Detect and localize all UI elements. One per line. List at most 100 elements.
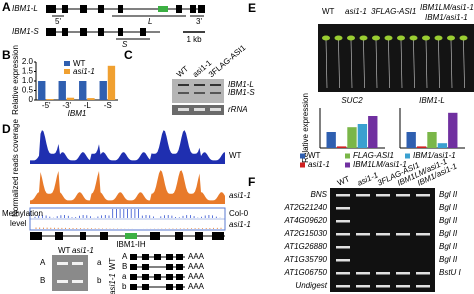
panel-label: A bbox=[2, 0, 11, 14]
x-tick-label: -S bbox=[104, 101, 112, 110]
band bbox=[336, 220, 350, 223]
root bbox=[363, 39, 365, 89]
root bbox=[388, 39, 390, 89]
root bbox=[338, 39, 340, 89]
band bbox=[376, 285, 390, 288]
band bbox=[376, 272, 390, 275]
band bbox=[194, 108, 205, 111]
polya-label: AAA bbox=[188, 262, 205, 271]
band-label: IBM1-S bbox=[228, 88, 255, 97]
band bbox=[194, 84, 205, 86]
panel-label: E bbox=[248, 1, 256, 15]
y-axis-label: Relative expression bbox=[11, 45, 20, 115]
root bbox=[325, 39, 328, 89]
band-label: a bbox=[97, 258, 102, 267]
band bbox=[210, 108, 221, 111]
exon bbox=[212, 232, 224, 240]
legend-swatch bbox=[64, 61, 70, 66]
band bbox=[178, 84, 189, 86]
enzyme-label: BstU I bbox=[439, 268, 462, 277]
enzyme-label: Bgl II bbox=[439, 255, 458, 264]
exon bbox=[100, 232, 108, 240]
gene-name: IBM1-S bbox=[12, 27, 39, 36]
track-label: asi1-1 bbox=[229, 191, 251, 200]
methylation-label: Methylation bbox=[2, 209, 43, 218]
exon bbox=[150, 232, 160, 240]
gene-label: AT1G06750 bbox=[283, 268, 327, 277]
y-tick-label: 2.0 bbox=[22, 57, 34, 66]
primer-label: 3' bbox=[196, 17, 202, 26]
exon bbox=[80, 232, 86, 240]
exon bbox=[166, 264, 173, 270]
exon bbox=[176, 274, 183, 280]
seedling bbox=[409, 35, 418, 41]
band-label: A bbox=[40, 258, 46, 267]
gene-label: AT1G26880 bbox=[283, 242, 327, 251]
track-label: WT bbox=[229, 151, 242, 160]
legend-label: IBM1/asi1-1 bbox=[413, 151, 456, 160]
genotype-label: asi1-1 bbox=[108, 273, 117, 294]
plant-label: asi1-1 bbox=[345, 7, 367, 16]
panel-label: C bbox=[124, 48, 133, 62]
root bbox=[463, 39, 465, 89]
seedling bbox=[322, 35, 330, 41]
enzyme-label: Bgl II bbox=[439, 203, 458, 212]
band bbox=[356, 194, 370, 197]
exon bbox=[166, 284, 173, 290]
seedling bbox=[447, 35, 455, 41]
exon bbox=[30, 232, 42, 240]
genotype-label: WT bbox=[108, 258, 117, 271]
bar bbox=[336, 146, 347, 148]
gene-label: AT2G21240 bbox=[283, 203, 327, 212]
band-label: b bbox=[97, 276, 102, 285]
plant-label: WT bbox=[322, 7, 335, 16]
exon bbox=[130, 264, 137, 270]
bar bbox=[437, 143, 448, 148]
band bbox=[210, 84, 221, 86]
band bbox=[336, 233, 350, 236]
band bbox=[336, 259, 350, 262]
gel bbox=[330, 188, 435, 292]
scale-label: 1 kb bbox=[186, 35, 202, 44]
bar bbox=[107, 65, 116, 100]
legend-label: WT bbox=[308, 151, 321, 160]
band bbox=[336, 194, 350, 197]
band bbox=[416, 194, 430, 197]
exon bbox=[195, 232, 203, 240]
isoform-label: a bbox=[122, 272, 127, 281]
bar bbox=[326, 132, 336, 148]
exon bbox=[154, 254, 161, 260]
gene-label: IBM1-IH bbox=[116, 240, 146, 249]
exon bbox=[176, 5, 182, 13]
band bbox=[178, 108, 189, 111]
isoform-label: B bbox=[122, 262, 127, 271]
root bbox=[350, 39, 353, 89]
root bbox=[425, 39, 428, 89]
exon bbox=[190, 5, 196, 13]
sample-label: Col-0 bbox=[229, 209, 249, 218]
root bbox=[450, 39, 453, 89]
band bbox=[194, 92, 205, 94]
exon bbox=[55, 232, 63, 240]
legend-swatch bbox=[300, 153, 305, 159]
exon bbox=[62, 28, 68, 36]
exon bbox=[130, 254, 137, 260]
band-label: rRNA bbox=[228, 105, 248, 114]
gene-name: IBM1-L bbox=[12, 4, 38, 13]
root bbox=[400, 39, 403, 89]
bar bbox=[406, 132, 416, 148]
band bbox=[416, 272, 430, 275]
root bbox=[413, 39, 415, 89]
y-tick-label: 1.5 bbox=[22, 67, 34, 76]
bar bbox=[38, 81, 46, 100]
exon bbox=[175, 232, 183, 240]
band-label: B bbox=[40, 276, 45, 285]
band bbox=[72, 280, 83, 283]
band bbox=[376, 233, 390, 236]
exon bbox=[130, 284, 137, 290]
exon bbox=[46, 5, 56, 13]
exon bbox=[142, 264, 149, 270]
band bbox=[376, 194, 390, 197]
exon bbox=[62, 5, 68, 13]
band bbox=[396, 285, 410, 288]
